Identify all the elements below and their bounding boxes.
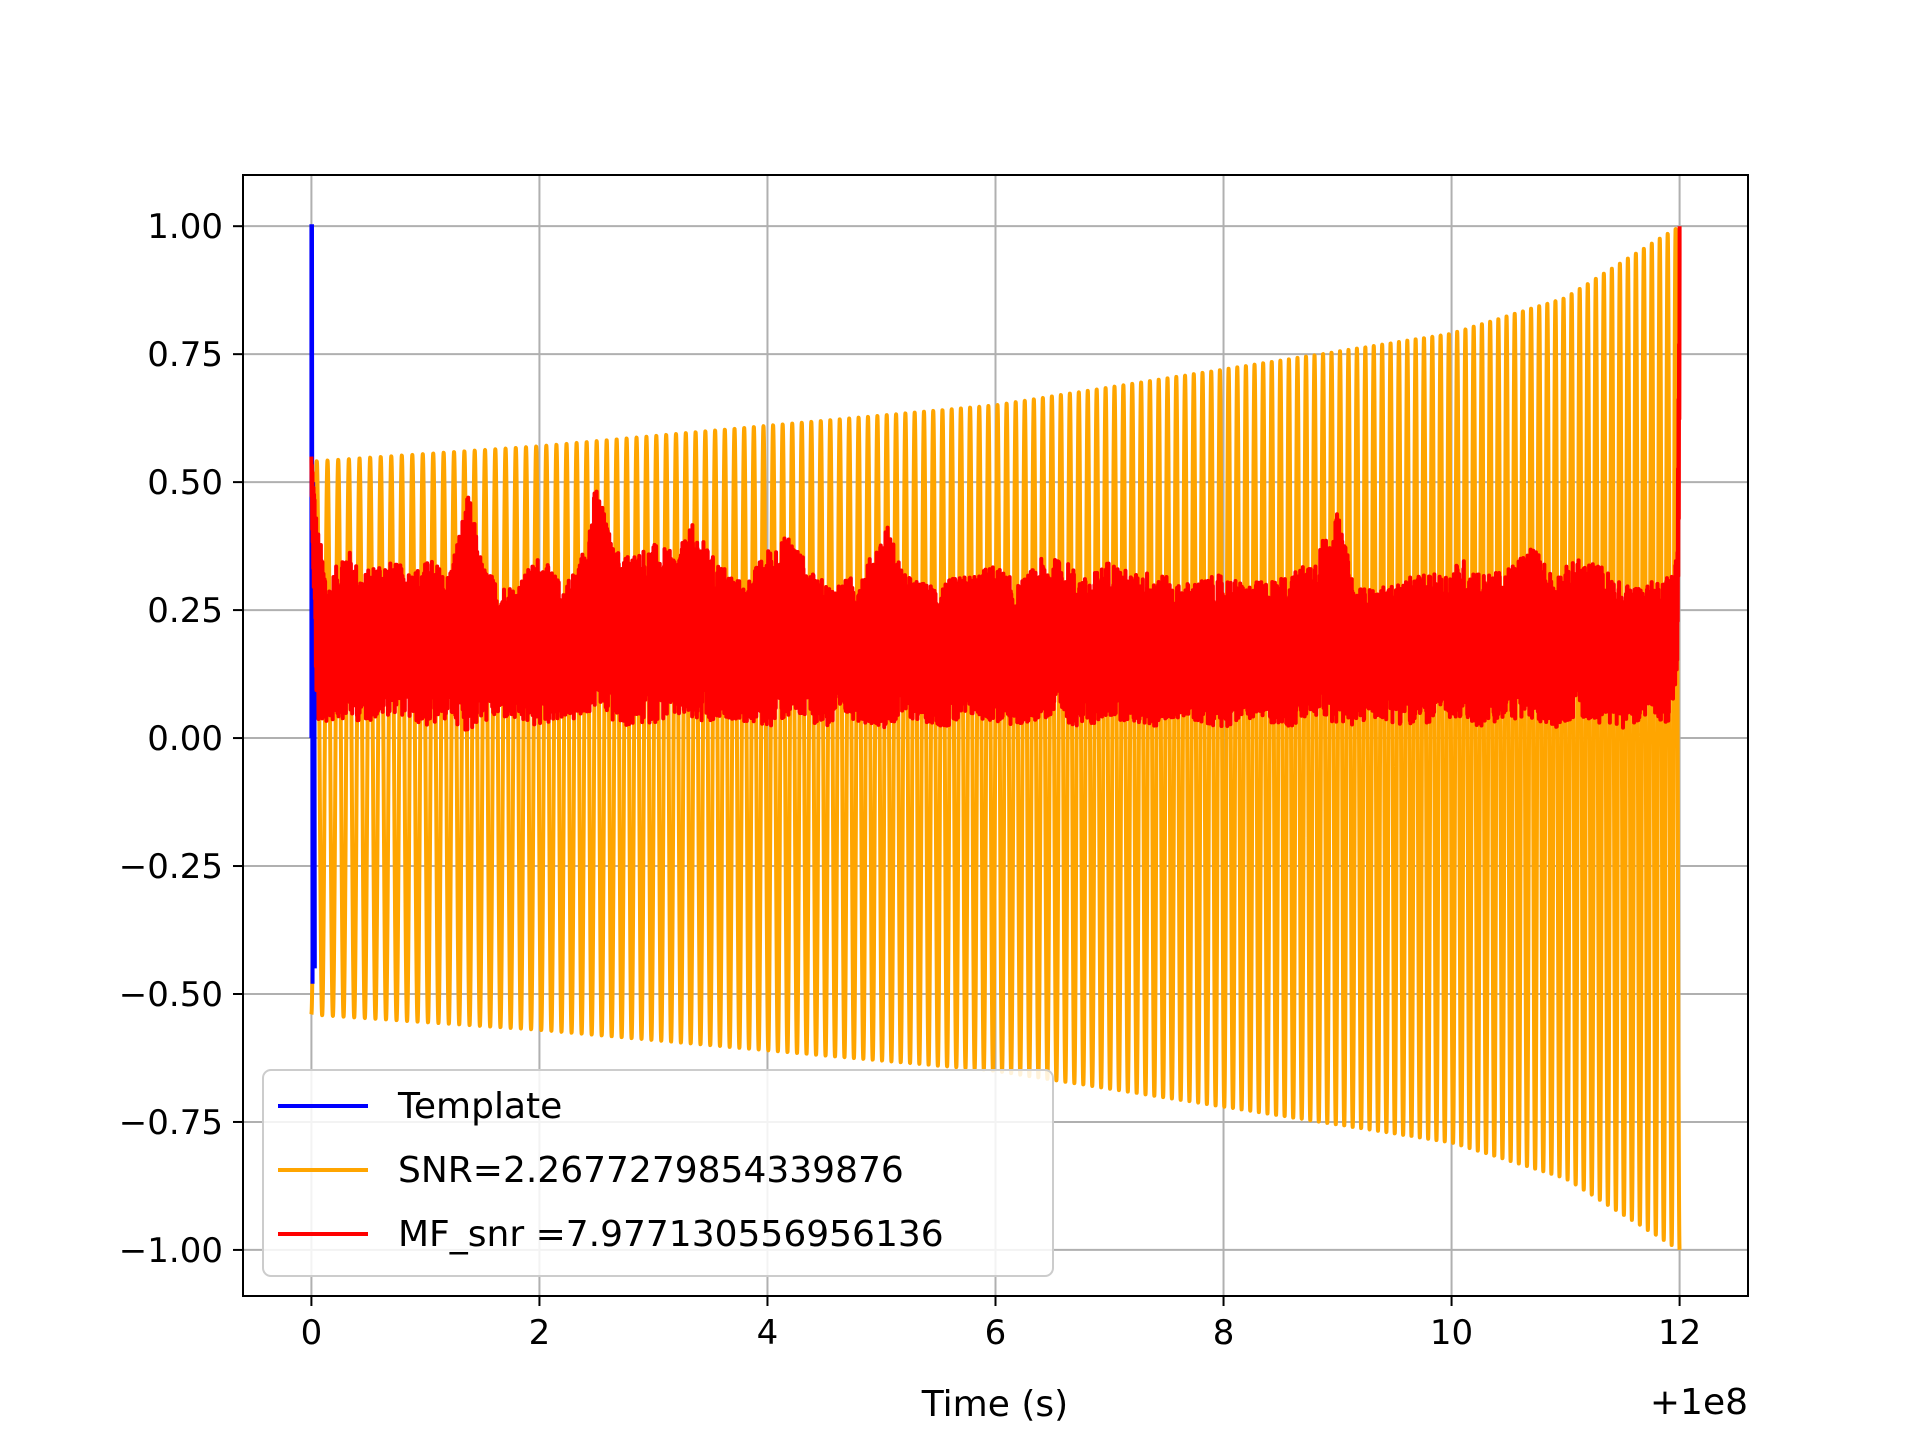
x-tick-label: 10 [1430, 1313, 1473, 1353]
legend-label-snr: SNR=2.2677279854339876 [398, 1150, 904, 1191]
y-tick-label: −1.00 [119, 1231, 223, 1271]
x-offset-label: +1e8 [1650, 1382, 1748, 1423]
y-tick-label: 0.25 [147, 591, 223, 631]
x-axis: 0 2 4 6 8 10 12 [301, 1296, 1701, 1353]
legend: Template SNR=2.2677279854339876 MF_snr =… [262, 1069, 1054, 1277]
series-layer [309, 224, 1682, 1251]
y-tick-label: −0.25 [119, 847, 223, 887]
y-tick-label: −0.75 [119, 1103, 223, 1143]
x-tick-label: 8 [1213, 1313, 1235, 1353]
x-tick-label: 6 [985, 1313, 1007, 1353]
y-tick-label: 0.00 [147, 719, 223, 759]
x-tick-label: 0 [301, 1313, 323, 1353]
legend-box [262, 1069, 1054, 1277]
y-tick-label: 0.75 [147, 335, 223, 375]
y-axis: 1.00 0.75 0.50 0.25 0.00 −0.25 −0.50 −0.75 −1.00 [119, 207, 243, 1271]
x-axis-label: Time (s) [921, 1384, 1068, 1425]
legend-label-mf-snr: MF_snr =7.977130556956136 [398, 1214, 944, 1255]
y-tick-label: 0.50 [147, 463, 223, 503]
x-tick-label: 12 [1658, 1313, 1701, 1353]
x-tick-label: 4 [757, 1313, 779, 1353]
x-tick-label: 2 [529, 1313, 551, 1353]
y-tick-label: 1.00 [147, 207, 223, 247]
y-tick-label: −0.50 [119, 975, 223, 1015]
series-mf-snr-line [309, 226, 1682, 732]
legend-label-template: Template [397, 1086, 562, 1127]
